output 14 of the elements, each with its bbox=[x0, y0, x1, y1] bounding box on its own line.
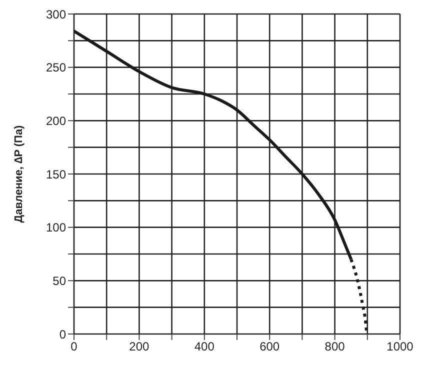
x-tick-label: 200 bbox=[129, 340, 150, 354]
x-tick-label: 600 bbox=[260, 340, 280, 354]
y-tick-label: 250 bbox=[46, 60, 66, 75]
x-tick-label: 0 bbox=[70, 340, 78, 354]
y-tick-label: 50 bbox=[52, 274, 66, 288]
y-tick-label: 200 bbox=[46, 114, 66, 128]
y-tick-label: 100 bbox=[46, 220, 66, 235]
x-tick-label: 400 bbox=[194, 340, 215, 354]
y-axis-title: Давление, ∆P (Па) bbox=[12, 124, 25, 223]
y-tick-label: 150 bbox=[46, 167, 66, 182]
y-tick-label: 0 bbox=[59, 327, 66, 342]
x-tick-label: 800 bbox=[324, 340, 346, 354]
x-tick-label: 1000 bbox=[386, 340, 414, 354]
y-tick-label: 300 bbox=[46, 7, 66, 22]
